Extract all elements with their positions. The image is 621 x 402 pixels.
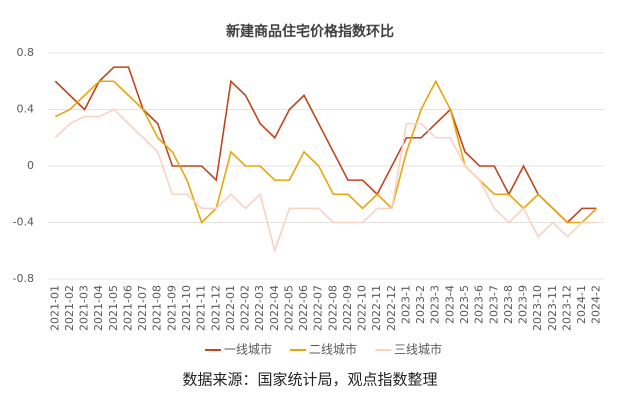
x-tick-label: 2022-01	[224, 285, 237, 331]
x-tick-label: 2022-03	[253, 285, 266, 331]
x-tick-label: 2021-03	[78, 285, 91, 331]
x-tick-label: 2023-7	[487, 285, 500, 324]
x-tick-label: 2024-2	[590, 285, 603, 324]
source-note: 数据来源：国家统计局，观点指数整理	[182, 371, 437, 389]
x-tick-label: 2022-08	[326, 285, 339, 331]
x-tick-label: 2023-10	[531, 285, 544, 331]
x-tick-label: 2023-11	[546, 285, 559, 331]
legend-label: 一线城市	[224, 342, 272, 357]
legend-label: 三线城市	[394, 342, 442, 357]
series-line	[54, 108, 597, 254]
x-tick-label: 2021-06	[121, 285, 134, 331]
x-tick-label: 2023-4	[443, 285, 456, 324]
x-tick-label: 2023-3	[429, 285, 442, 324]
x-tick-label: 2022-10	[356, 285, 369, 331]
chart-title: 新建商品住宅价格指数环比	[226, 23, 394, 40]
x-tick-label: 2021-04	[92, 285, 105, 331]
x-tick-label: 2021-02	[63, 285, 76, 331]
x-tick-label: 2022-07	[312, 285, 325, 331]
x-tick-label: 2023-8	[502, 285, 515, 324]
x-tick-label: 2022-04	[268, 285, 281, 331]
x-tick-label: 2021-09	[165, 285, 178, 331]
x-tick-label: 2022-06	[297, 285, 310, 331]
x-tick-label: 2023-6	[473, 285, 486, 324]
series-line	[54, 79, 598, 224]
x-tick-label: 2021-10	[180, 285, 193, 331]
x-tick-label: 2023-2	[414, 285, 427, 324]
series-line	[54, 66, 597, 224]
y-tick-label: -0.8	[13, 272, 34, 285]
x-tick-label: 2022-12	[385, 285, 398, 331]
x-tick-label: 2021-11	[195, 285, 208, 331]
x-tick-label: 2023-9	[517, 285, 530, 324]
x-tick-label: 2022-09	[341, 285, 354, 331]
y-tick-label: 0	[27, 159, 34, 172]
x-tick-label: 2024-1	[575, 285, 588, 324]
y-tick-label: 0.8	[17, 46, 35, 59]
x-tick-label: 2021-05	[107, 285, 120, 331]
y-tick-label: -0.4	[13, 216, 34, 229]
x-tick-label: 2023-5	[458, 285, 471, 324]
x-tick-label: 2022-11	[370, 285, 383, 331]
x-tick-label: 2021-01	[48, 285, 61, 331]
x-tick-label: 2023-1	[399, 285, 412, 324]
x-tick-label: 2022-05	[282, 285, 295, 331]
x-tick-label: 2021-12	[209, 285, 222, 331]
x-tick-label: 2023-12	[560, 285, 573, 331]
x-tick-label: 2021-07	[136, 285, 149, 331]
y-tick-label: 0.4	[17, 103, 35, 116]
x-tick-label: 2022-02	[239, 285, 252, 331]
x-tick-label: 2021-08	[151, 285, 164, 331]
legend-label: 二线城市	[309, 342, 357, 357]
